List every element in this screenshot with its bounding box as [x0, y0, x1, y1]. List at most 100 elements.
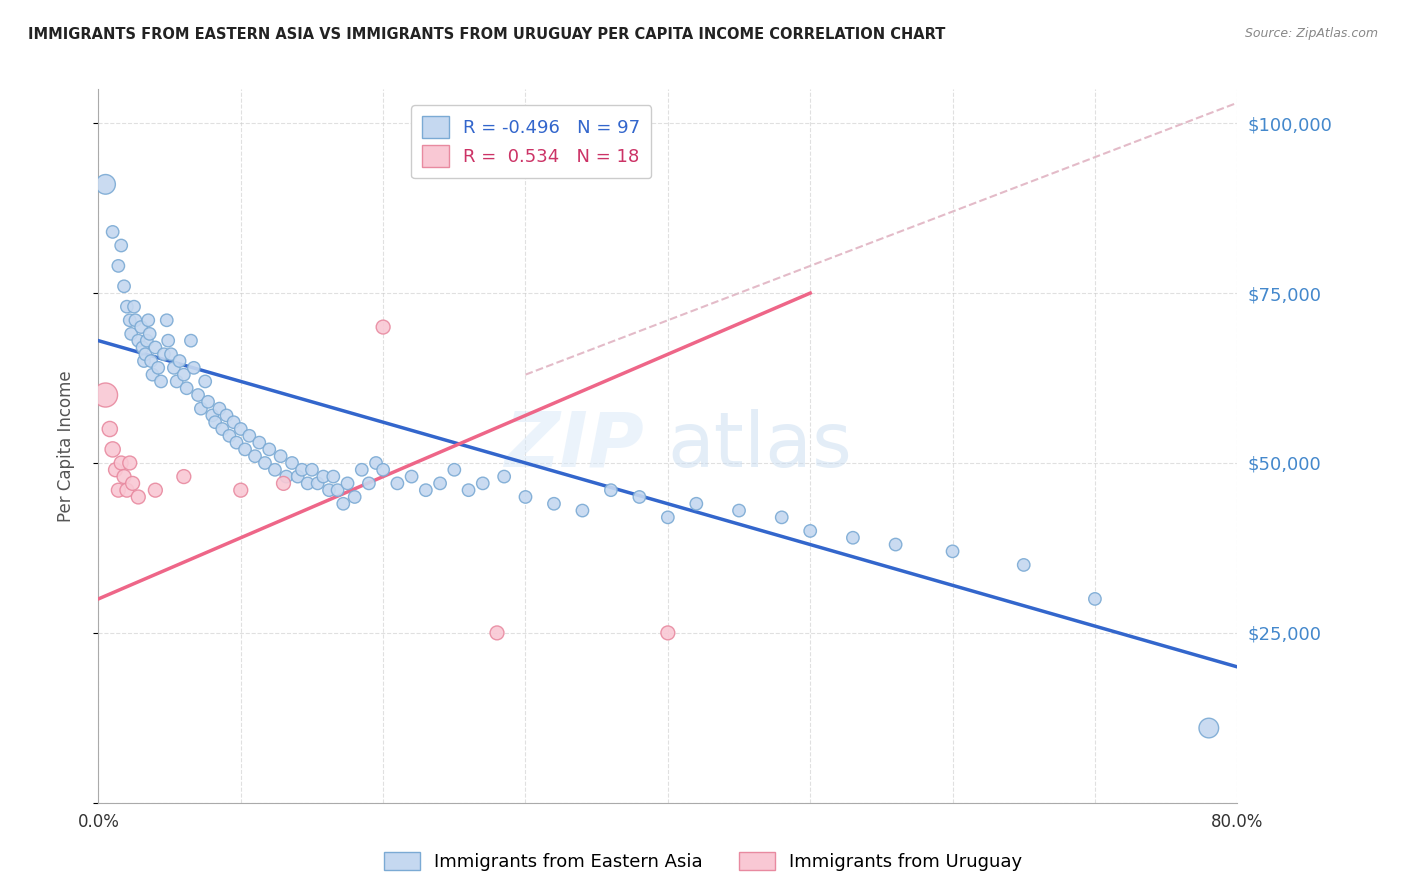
Point — [322, 469, 344, 483]
Point — [287, 469, 309, 483]
Point — [134, 347, 156, 361]
Point — [842, 531, 865, 545]
Point — [187, 388, 209, 402]
Point — [336, 476, 359, 491]
Point — [429, 476, 451, 491]
Point — [127, 490, 149, 504]
Point — [350, 463, 373, 477]
Point — [247, 435, 270, 450]
Point — [215, 409, 238, 423]
Point — [173, 469, 195, 483]
Point — [121, 476, 143, 491]
Point — [194, 375, 217, 389]
Point — [229, 483, 252, 498]
Point — [173, 368, 195, 382]
Point — [107, 483, 129, 498]
Point — [145, 341, 167, 355]
Point — [180, 334, 202, 348]
Point — [471, 476, 494, 491]
Point — [112, 469, 135, 483]
Point — [373, 320, 395, 334]
Point — [942, 544, 965, 558]
Point — [600, 483, 623, 498]
Point — [543, 497, 565, 511]
Point — [307, 476, 329, 491]
Text: IMMIGRANTS FROM EASTERN ASIA VS IMMIGRANTS FROM URUGUAY PER CAPITA INCOME CORREL: IMMIGRANTS FROM EASTERN ASIA VS IMMIGRAN… — [28, 27, 945, 42]
Point — [107, 259, 129, 273]
Point — [264, 463, 287, 477]
Text: ZIP: ZIP — [505, 409, 645, 483]
Point — [281, 456, 304, 470]
Point — [657, 510, 679, 524]
Point — [101, 225, 124, 239]
Point — [486, 626, 509, 640]
Point — [122, 300, 145, 314]
Point — [770, 510, 793, 524]
Point — [401, 469, 423, 483]
Point — [120, 326, 142, 341]
Point — [233, 442, 256, 457]
Point — [157, 334, 180, 348]
Point — [131, 341, 153, 355]
Point — [799, 524, 821, 538]
Point — [1012, 558, 1035, 572]
Point — [373, 463, 395, 477]
Point — [150, 375, 173, 389]
Text: Source: ZipAtlas.com: Source: ZipAtlas.com — [1244, 27, 1378, 40]
Point — [197, 394, 219, 409]
Point — [229, 422, 252, 436]
Point — [112, 279, 135, 293]
Legend: R = -0.496   N = 97, R =  0.534   N = 18: R = -0.496 N = 97, R = 0.534 N = 18 — [411, 105, 651, 178]
Point — [124, 313, 146, 327]
Point — [156, 313, 179, 327]
Point — [94, 178, 117, 192]
Point — [291, 463, 314, 477]
Point — [115, 483, 138, 498]
Point — [139, 354, 162, 368]
Point — [364, 456, 387, 470]
Point — [222, 415, 245, 429]
Point — [104, 463, 127, 477]
Point — [253, 456, 276, 470]
Point — [628, 490, 651, 504]
Point — [136, 313, 159, 327]
Point — [332, 497, 354, 511]
Point — [1198, 721, 1220, 735]
Point — [204, 415, 226, 429]
Point — [243, 449, 266, 463]
Point — [190, 401, 212, 416]
Point — [163, 360, 186, 375]
Point — [183, 360, 205, 375]
Point — [129, 320, 152, 334]
Point — [225, 435, 247, 450]
Point — [297, 476, 319, 491]
Point — [415, 483, 437, 498]
Point — [728, 503, 751, 517]
Point — [145, 483, 167, 498]
Point — [273, 476, 295, 491]
Point — [1084, 591, 1107, 606]
Point — [148, 360, 170, 375]
Point — [884, 537, 907, 551]
Point — [494, 469, 516, 483]
Point — [457, 483, 479, 498]
Point — [115, 300, 138, 314]
Point — [270, 449, 292, 463]
Point — [515, 490, 537, 504]
Point — [153, 347, 176, 361]
Legend: Immigrants from Eastern Asia, Immigrants from Uruguay: Immigrants from Eastern Asia, Immigrants… — [377, 845, 1029, 879]
Point — [98, 422, 121, 436]
Point — [657, 626, 679, 640]
Point — [110, 238, 132, 252]
Point — [301, 463, 323, 477]
Point — [259, 442, 281, 457]
Point — [238, 429, 260, 443]
Text: atlas: atlas — [668, 409, 852, 483]
Y-axis label: Per Capita Income: Per Capita Income — [56, 370, 75, 522]
Point — [166, 375, 188, 389]
Point — [141, 368, 163, 382]
Point — [318, 483, 340, 498]
Point — [343, 490, 366, 504]
Point — [110, 456, 132, 470]
Point — [326, 483, 349, 498]
